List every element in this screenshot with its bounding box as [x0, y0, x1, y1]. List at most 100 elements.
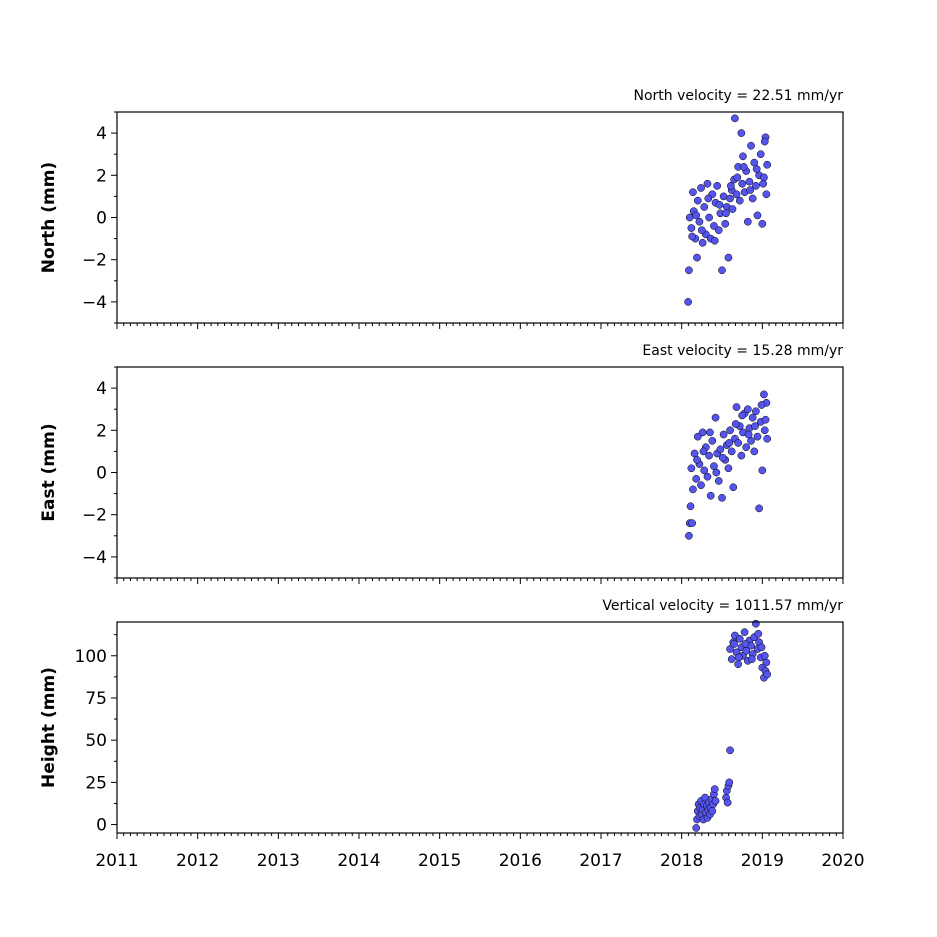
- y-axis-label: Height (mm): [39, 667, 59, 788]
- data-point: [757, 401, 766, 409]
- data-point: [727, 655, 736, 663]
- data-point: [726, 746, 734, 755]
- data-point: [692, 211, 701, 220]
- data-point: [697, 184, 705, 192]
- subplot-title: East velocity = 15.28 mm/yr: [642, 343, 843, 359]
- data-point: [687, 224, 696, 232]
- data-point: [755, 504, 763, 513]
- y-tick-label: 50: [85, 731, 107, 751]
- data-point: [762, 658, 771, 667]
- x-tick-label: 2011: [95, 851, 138, 871]
- y-tick-label: 100: [75, 647, 107, 667]
- data-point: [731, 114, 739, 123]
- y-tick-label: 0: [96, 209, 107, 229]
- data-point: [758, 219, 767, 228]
- y-tick-label: −2: [82, 506, 107, 526]
- data-point: [728, 205, 737, 213]
- data-point: [697, 226, 706, 235]
- data-point: [735, 653, 743, 662]
- data-point: [733, 173, 742, 182]
- data-point: [741, 640, 750, 648]
- data-point: [734, 660, 742, 669]
- data-point: [719, 430, 728, 439]
- data-point: [760, 390, 768, 399]
- data-point: [685, 213, 694, 222]
- data-point: [726, 645, 734, 653]
- data-point: [703, 472, 712, 481]
- x-tick-label: 2017: [579, 851, 622, 871]
- data-point: [711, 797, 720, 805]
- data-point: [698, 428, 707, 437]
- data-point: [757, 643, 766, 652]
- data-point: [700, 466, 709, 475]
- data-point: [763, 670, 772, 679]
- data-point: [693, 253, 701, 262]
- x-tick-label: 2012: [176, 851, 219, 871]
- plot-frame: [116, 366, 844, 579]
- y-tick-label: 4: [96, 124, 107, 144]
- x-tick-label: 2013: [257, 851, 300, 871]
- data-point: [763, 434, 772, 443]
- data-point: [738, 411, 747, 420]
- data-point: [754, 629, 763, 638]
- data-point: [704, 194, 713, 203]
- data-point: [686, 502, 695, 511]
- data-point: [731, 420, 740, 428]
- data-point: [743, 217, 752, 226]
- data-point: [748, 413, 757, 422]
- data-point: [689, 485, 697, 494]
- data-point: [752, 165, 761, 173]
- data-point: [744, 430, 753, 439]
- data-point: [723, 798, 732, 807]
- data-point: [693, 196, 702, 205]
- data-point: [708, 807, 717, 815]
- y-tick-label: −2: [82, 251, 107, 271]
- y-tick-label: 4: [96, 379, 107, 399]
- y-tick-label: 25: [85, 773, 107, 793]
- x-tick-label: 2015: [418, 851, 461, 871]
- data-point: [706, 428, 714, 437]
- y-tick-label: 75: [85, 689, 107, 709]
- data-point: [729, 483, 738, 492]
- data-point: [747, 141, 755, 150]
- data-point: [742, 443, 751, 452]
- data-point: [716, 445, 725, 454]
- data-point: [739, 163, 748, 171]
- data-point: [737, 451, 746, 460]
- data-point: [735, 635, 744, 643]
- data-point: [745, 177, 754, 186]
- data-point: [712, 468, 721, 477]
- data-point: [753, 432, 762, 441]
- data-point: [726, 194, 734, 203]
- data-point: [739, 152, 747, 161]
- data-point: [698, 238, 707, 247]
- data-point: [706, 491, 715, 500]
- x-tick-label: 2018: [660, 851, 703, 871]
- data-point: [708, 437, 717, 445]
- y-axis-label: North (mm): [39, 162, 59, 273]
- data-point: [726, 426, 734, 435]
- data-point: [685, 266, 693, 275]
- data-point: [763, 160, 772, 169]
- data-point: [719, 192, 728, 201]
- data-point: [710, 222, 718, 230]
- data-point: [732, 403, 741, 411]
- data-point: [760, 173, 768, 182]
- y-tick-label: −4: [82, 548, 107, 568]
- data-point: [700, 203, 709, 211]
- data-point: [688, 519, 697, 527]
- data-point: [699, 447, 708, 456]
- data-point: [714, 226, 723, 235]
- data-point: [740, 628, 749, 636]
- data-point: [725, 778, 734, 787]
- data-point: [685, 531, 693, 540]
- data-point: [693, 432, 702, 441]
- data-point: [725, 439, 734, 447]
- data-point: [727, 447, 736, 456]
- data-point: [750, 447, 759, 456]
- data-point: [730, 640, 738, 648]
- y-tick-label: 2: [96, 421, 107, 441]
- data-point: [747, 655, 756, 663]
- data-point: [692, 474, 701, 483]
